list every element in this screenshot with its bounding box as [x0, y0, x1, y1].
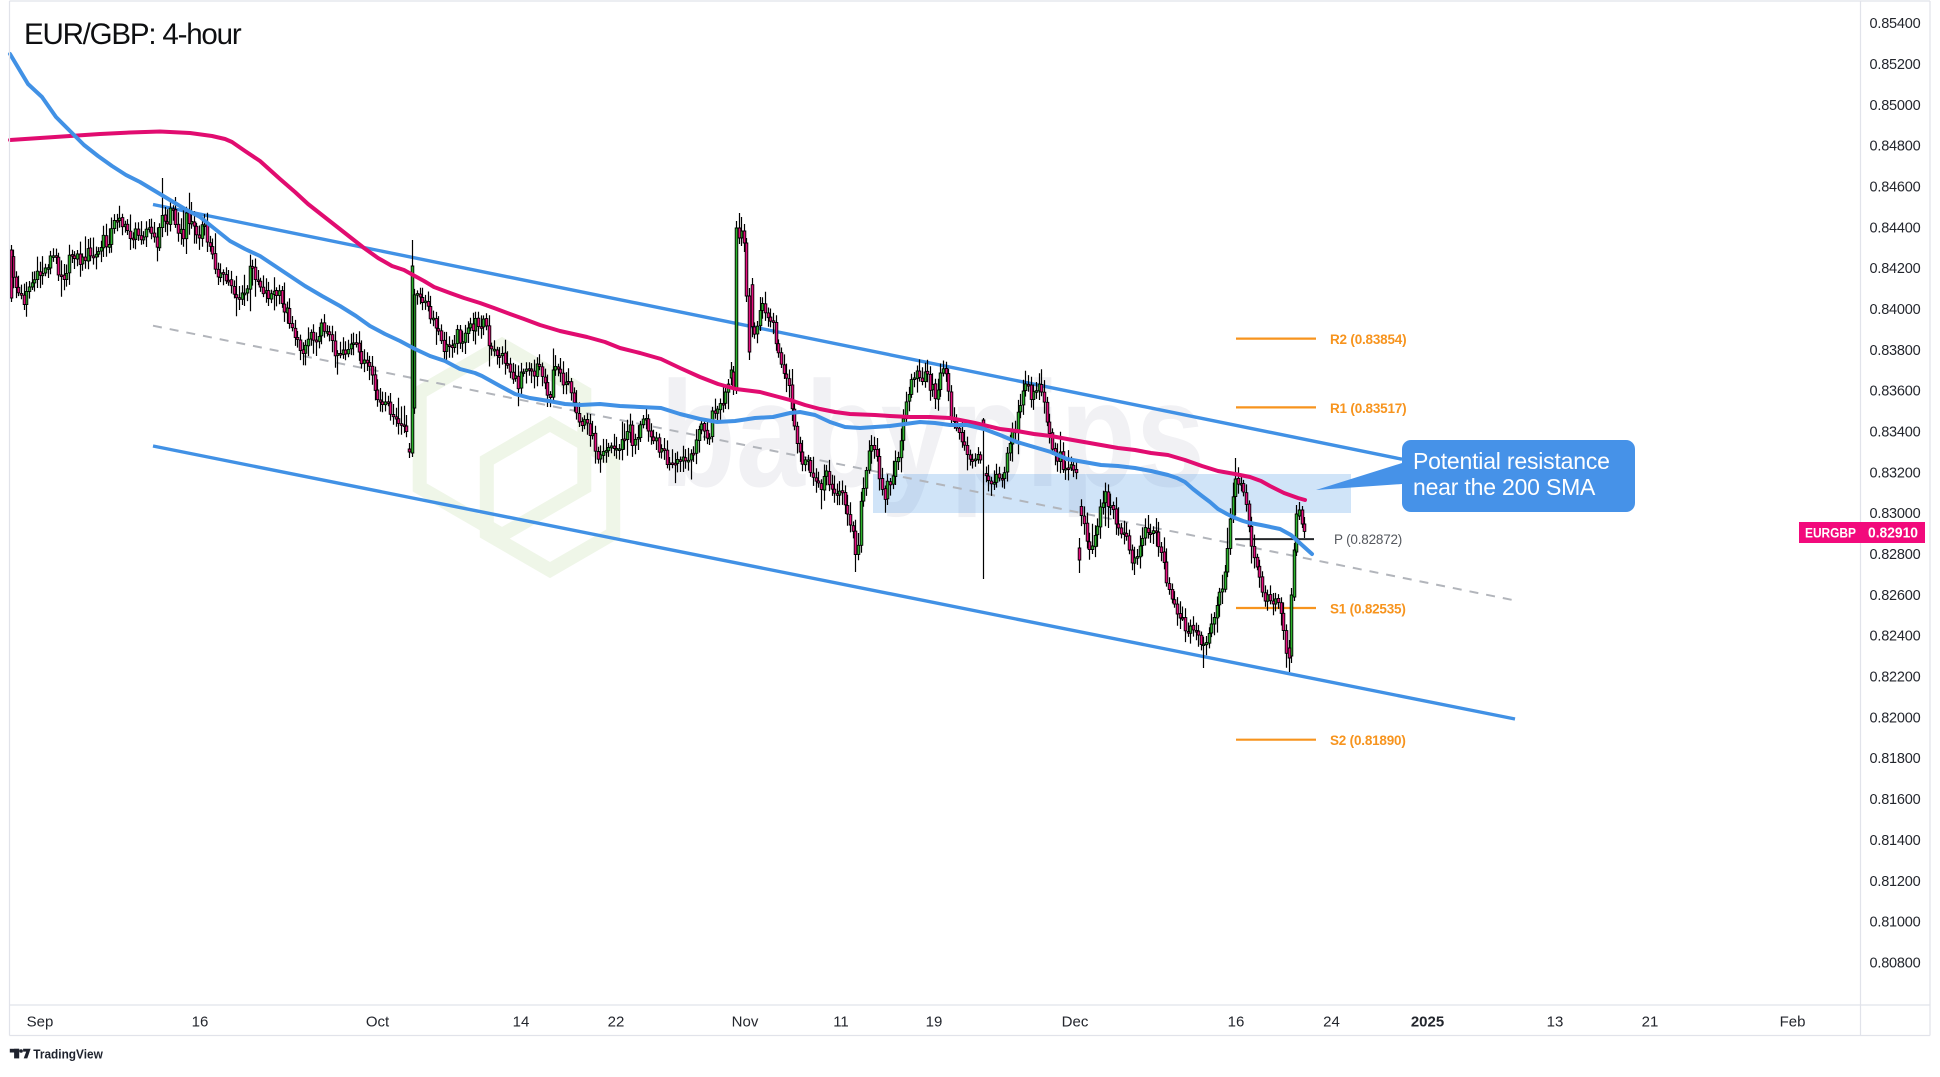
svg-text:0.82800: 0.82800 [1870, 547, 1921, 563]
svg-text:Oct: Oct [366, 1014, 390, 1031]
svg-text:EUR/GBP: 4-hour: EUR/GBP: 4-hour [24, 18, 242, 51]
svg-text:0.84000: 0.84000 [1870, 302, 1921, 318]
svg-text:0.84200: 0.84200 [1870, 261, 1921, 277]
svg-text:24: 24 [1323, 1014, 1340, 1031]
svg-text:0.82910: 0.82910 [1868, 526, 1918, 542]
svg-text:Potential resistance: Potential resistance [1413, 448, 1610, 474]
svg-text:0.85000: 0.85000 [1870, 98, 1921, 114]
svg-text:0.81200: 0.81200 [1870, 874, 1921, 890]
svg-text:0.81000: 0.81000 [1870, 915, 1921, 931]
svg-text:14: 14 [513, 1014, 530, 1031]
svg-text:13: 13 [1547, 1014, 1564, 1031]
svg-text:0.84400: 0.84400 [1870, 220, 1921, 236]
svg-text:16: 16 [1228, 1014, 1245, 1031]
svg-text:2025: 2025 [1411, 1014, 1444, 1031]
svg-text:0.83200: 0.83200 [1870, 465, 1921, 481]
svg-text:0.82600: 0.82600 [1870, 588, 1921, 604]
svg-text:near the 200 SMA: near the 200 SMA [1413, 474, 1596, 500]
svg-text:EURGBP: EURGBP [1805, 526, 1856, 541]
svg-text:0.84600: 0.84600 [1870, 180, 1921, 196]
svg-text:0.83600: 0.83600 [1870, 384, 1921, 400]
svg-text:Nov: Nov [732, 1014, 759, 1031]
svg-text:16: 16 [192, 1014, 209, 1031]
svg-text:0.80800: 0.80800 [1870, 955, 1921, 971]
svg-text:0.85400: 0.85400 [1870, 16, 1921, 32]
svg-text:0.82400: 0.82400 [1870, 629, 1921, 645]
svg-text:Feb: Feb [1780, 1014, 1806, 1031]
svg-text:0.83000: 0.83000 [1870, 506, 1921, 522]
svg-text:21: 21 [1642, 1014, 1659, 1031]
svg-text:0.83800: 0.83800 [1870, 343, 1921, 359]
svg-text:0.84800: 0.84800 [1870, 139, 1921, 155]
svg-text:P (0.82872): P (0.82872) [1334, 532, 1402, 547]
svg-text:0.82200: 0.82200 [1870, 670, 1921, 686]
svg-text:0.81800: 0.81800 [1870, 751, 1921, 767]
svg-text:0.81400: 0.81400 [1870, 833, 1921, 849]
svg-text:0.81600: 0.81600 [1870, 792, 1921, 808]
svg-text:11: 11 [833, 1014, 849, 1031]
svg-text:0.82000: 0.82000 [1870, 710, 1921, 726]
svg-text:Sep: Sep [27, 1014, 54, 1031]
svg-text:22: 22 [608, 1014, 625, 1031]
svg-text:TradingView: TradingView [33, 1046, 103, 1061]
svg-text:0.85200: 0.85200 [1870, 57, 1921, 73]
svg-text:0.83400: 0.83400 [1870, 425, 1921, 441]
svg-text:S1 (0.82535): S1 (0.82535) [1330, 602, 1406, 617]
svg-text:R2 (0.83854): R2 (0.83854) [1330, 332, 1406, 347]
svg-text:Dec: Dec [1062, 1014, 1089, 1031]
svg-text:S2 (0.81890): S2 (0.81890) [1330, 733, 1406, 748]
svg-text:19: 19 [926, 1014, 943, 1031]
svg-text:R1 (0.83517): R1 (0.83517) [1330, 401, 1406, 416]
